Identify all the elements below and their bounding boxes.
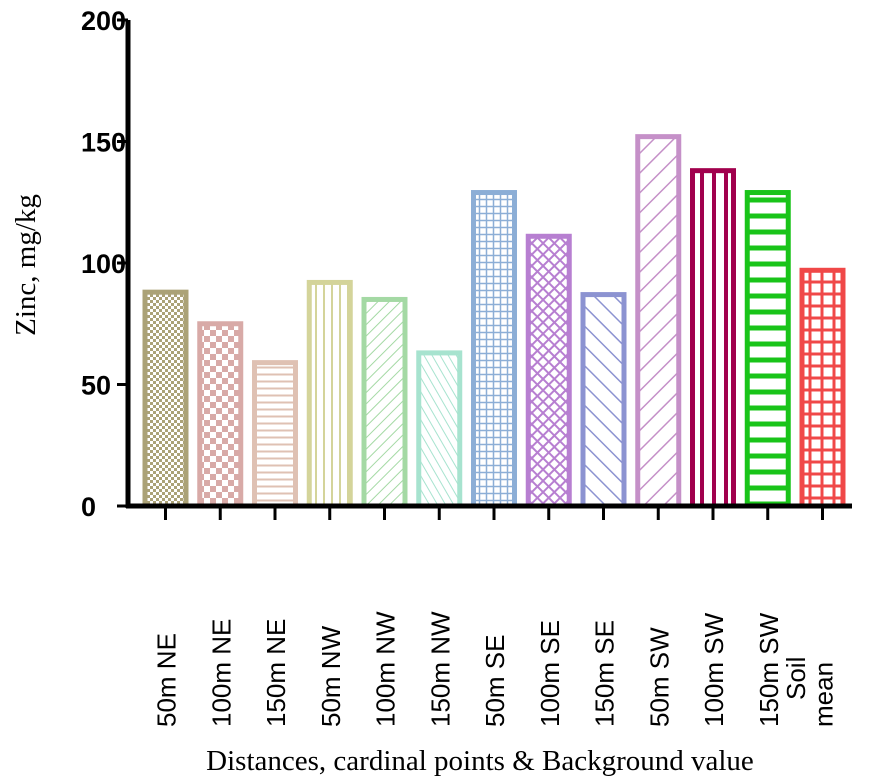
x-tick-label: mean	[809, 662, 839, 727]
overlapped-label: Soil	[781, 657, 811, 700]
bar-50m-se	[471, 190, 517, 509]
bar-100m-se	[525, 233, 572, 509]
bar-150m-ne	[252, 360, 298, 509]
bar-50m-sw	[635, 134, 682, 509]
bar-150m-nw	[416, 350, 463, 509]
x-tick-label: 100m NW	[371, 611, 401, 727]
x-tick-label: 50m SW	[644, 627, 674, 727]
bar-150m-sw	[744, 190, 791, 509]
x-ticks-group: 50m NE 100m NE 150m NE 50m NW 100m NW 150m NW…	[152, 506, 839, 727]
bar-100m-sw	[690, 168, 736, 509]
y-axis-title: Zinc, mg/kg	[10, 194, 42, 336]
x-axis-title: Distances, cardinal points & Background …	[206, 745, 754, 777]
x-tick-label: 50m NE	[152, 633, 182, 727]
y-tick-label: 150	[81, 128, 126, 158]
x-tick-label: 100m NE	[206, 619, 236, 727]
bar-50m-ne	[142, 289, 189, 509]
x-tick-label: 50m NW	[316, 625, 346, 727]
x-tick-label: 150m SE	[590, 620, 620, 727]
bar-150m-se	[580, 292, 627, 509]
bar-100m-nw	[361, 296, 408, 509]
y-tick-label: 200	[81, 6, 126, 36]
bars-group	[142, 134, 846, 509]
bar-50m-nw	[306, 279, 353, 509]
y-tick-label: 100	[81, 249, 126, 279]
x-tick-label: 100m SE	[535, 620, 565, 727]
x-tick-label: 150m NW	[425, 611, 455, 727]
y-tick-label: 0	[81, 492, 96, 522]
x-tick-label: 50m SE	[480, 635, 510, 728]
bar-mean	[799, 267, 846, 509]
y-tick-label: 50	[81, 371, 111, 401]
x-tick-label: 150m NE	[261, 619, 291, 727]
x-tick-label: 150m SW	[754, 612, 784, 727]
y-ticks-group: 0 50 100 150 200	[81, 6, 128, 522]
bar-100m-ne	[197, 321, 244, 509]
x-tick-label: 100m SW	[699, 612, 729, 727]
